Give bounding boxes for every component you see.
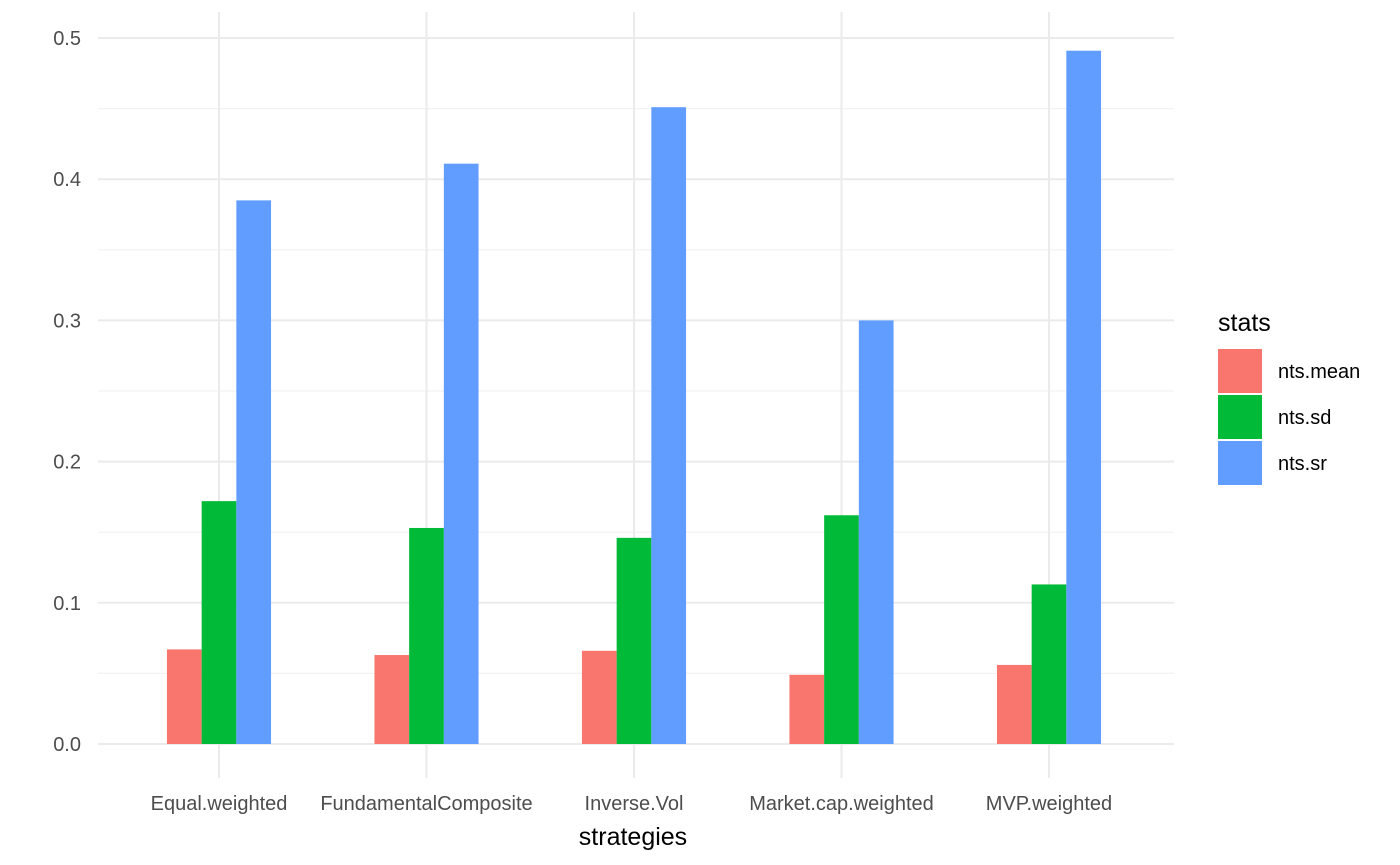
y-tick-label: 0.3 [53, 310, 81, 332]
x-axis-tick-labels: Equal.weighted FundamentalComposite Invers… [151, 793, 1113, 815]
x-tick-label: Market.cap.weighted [749, 793, 934, 815]
legend-label: nts.sd [1278, 407, 1331, 429]
legend: stats nts.mean nts.sd nts.sr [1218, 309, 1360, 485]
x-tick-label: FundamentalComposite [320, 793, 532, 815]
bars [166, 50, 1102, 745]
legend-key-nts-sr [1218, 441, 1262, 485]
x-tick-label: Inverse.Vol [585, 793, 684, 815]
bar-nts-sd [824, 515, 859, 744]
y-tick-label: 0.0 [53, 734, 81, 756]
x-axis-title: strategies [579, 823, 687, 851]
legend-key-nts-mean [1218, 349, 1262, 393]
legend-title: stats [1218, 309, 1271, 337]
bar-nts-mean [166, 649, 202, 744]
bar-nts-mean [996, 664, 1032, 744]
bar-nts-sd [616, 537, 652, 744]
x-tick-label: Equal.weighted [151, 793, 288, 815]
y-tick-label: 0.1 [53, 593, 81, 615]
bar-nts-mean [789, 674, 825, 744]
bar-nts-mean [581, 650, 617, 744]
legend-key-nts-sd [1218, 395, 1262, 439]
bar-nts-sr [443, 163, 479, 745]
bar-nts-sr [1066, 50, 1102, 744]
bar-nts-sd [201, 501, 237, 744]
legend-label: nts.mean [1278, 361, 1360, 383]
bar-nts-sr [651, 107, 687, 745]
y-tick-label: 0.2 [53, 452, 81, 474]
legend-label: nts.sr [1278, 453, 1327, 475]
y-tick-label: 0.4 [53, 169, 81, 191]
bar-nts-sd [409, 527, 444, 744]
y-axis-tick-labels: 0.0 0.1 0.2 0.3 0.4 0.5 [53, 28, 81, 756]
bar-nts-sd [1031, 584, 1067, 744]
bar-nts-sr [236, 200, 272, 744]
bar-nts-sr [858, 320, 894, 744]
x-tick-label: MVP.weighted [986, 793, 1112, 815]
bar-nts-mean [374, 655, 410, 744]
y-tick-label: 0.5 [53, 28, 81, 50]
